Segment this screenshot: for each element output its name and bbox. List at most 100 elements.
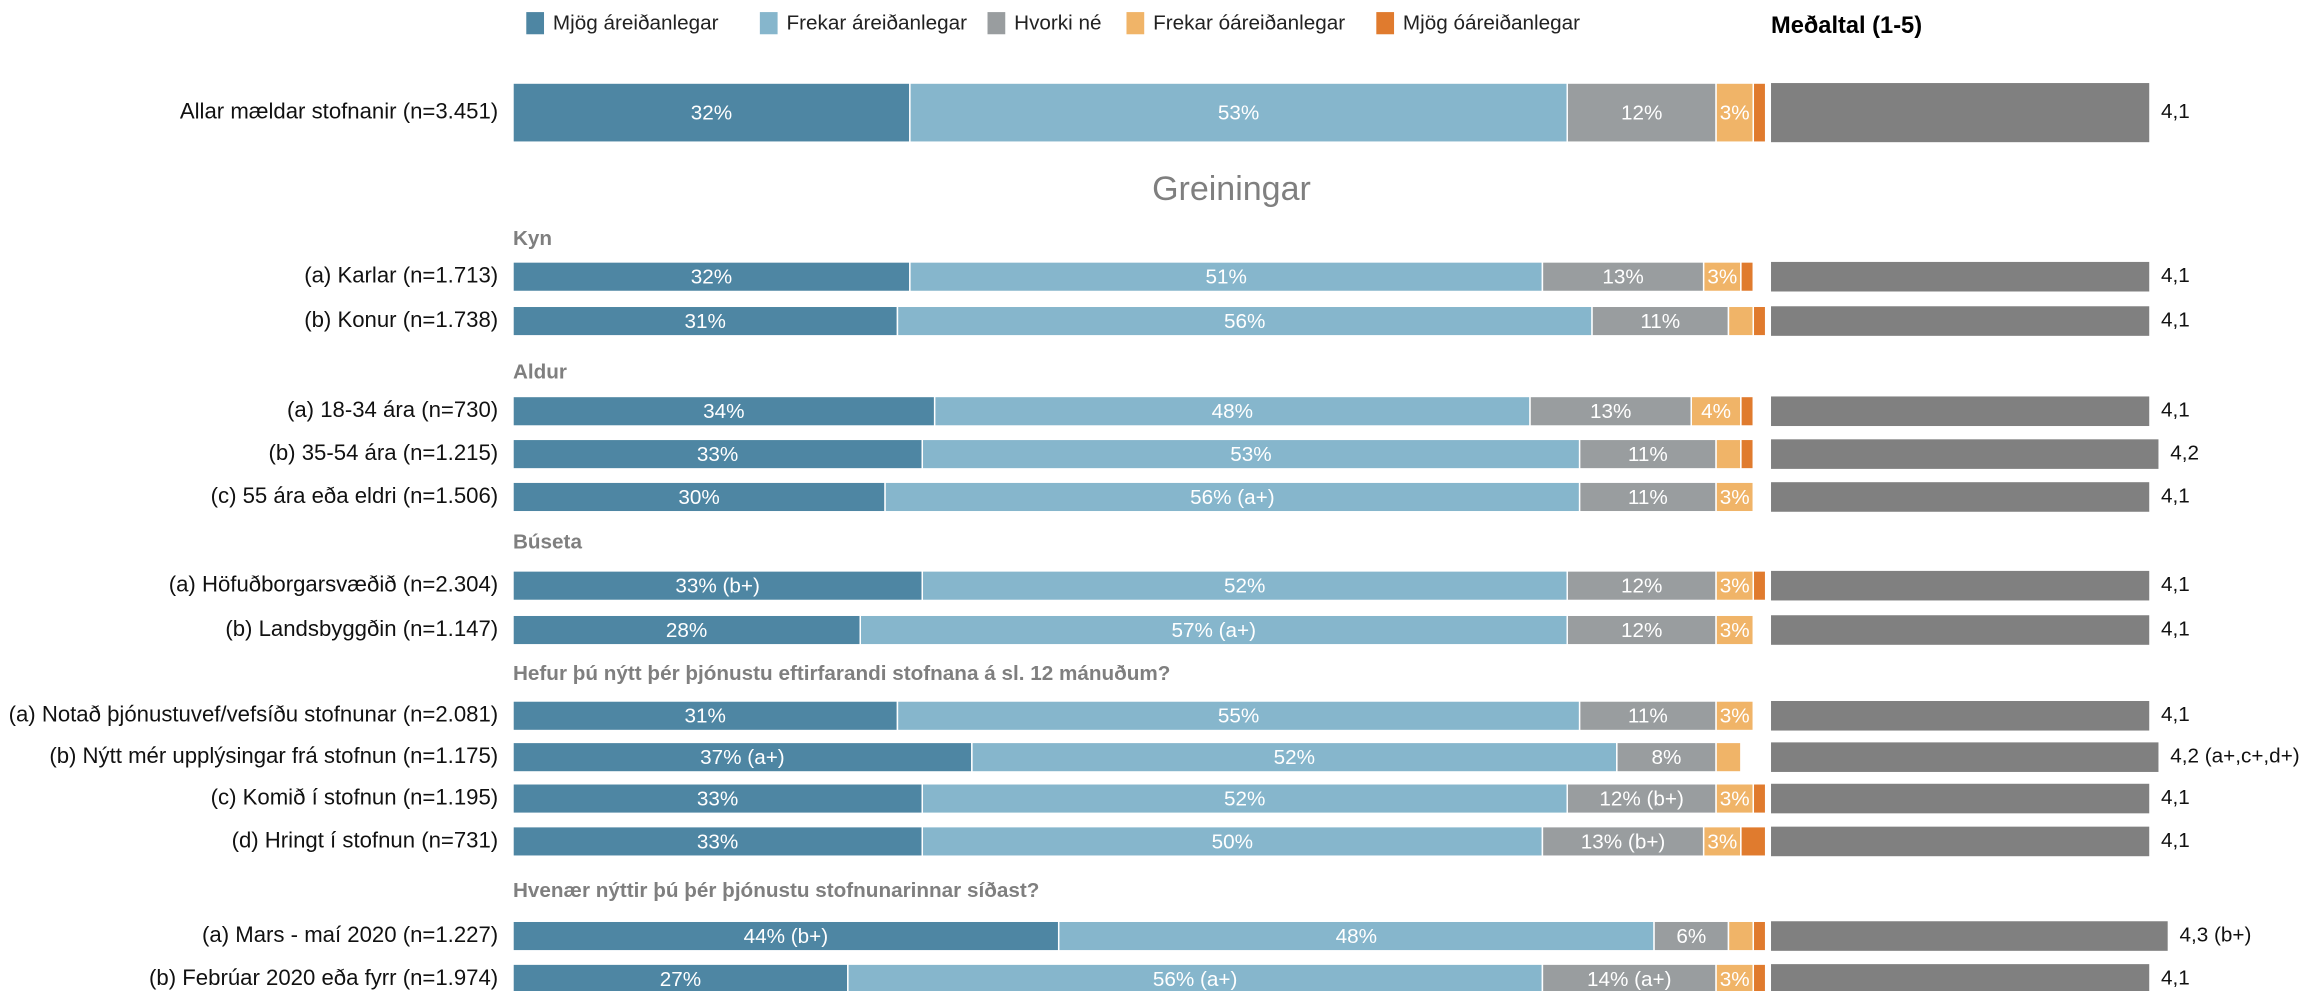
mean-bar — [1771, 921, 2168, 951]
value-label: 4% — [1701, 400, 1731, 423]
mean-label: 4,1 — [2161, 309, 2190, 332]
bar-segment — [1566, 783, 1717, 815]
category-label: (a) Karlar (n=1.713) — [304, 263, 498, 288]
mean-bar — [1771, 396, 2150, 427]
bar-segment — [1715, 783, 1755, 815]
bar-segment — [859, 614, 1568, 646]
value-label: 11% — [1628, 705, 1668, 728]
category-label: (b) 35-54 ára (n=1.215) — [268, 440, 498, 465]
bar-segment — [1715, 741, 1742, 773]
mean-title: Meðaltal (1-5) — [1771, 13, 1922, 39]
legend-label: Hvorki né — [1014, 11, 1101, 34]
mean-bar — [1771, 439, 2159, 469]
group-heading: Aldur — [513, 360, 567, 383]
category-label: (b) Febrúar 2020 eða fyrr (n=1.974) — [149, 965, 498, 990]
legend-label: Frekar áreiðanlegar — [786, 11, 967, 34]
value-label: 28% — [666, 619, 707, 642]
value-label: 37% (a+) — [700, 746, 785, 769]
bar-segment — [512, 570, 924, 602]
value-label: 33% — [697, 830, 738, 853]
value-label: 52% — [1224, 788, 1265, 811]
value-label: 50% — [1212, 830, 1253, 853]
value-label: 33% (b+) — [675, 575, 760, 598]
bar-segment — [1740, 825, 1767, 857]
mean-label: 4,1 — [2161, 829, 2190, 852]
group-heading: Búseta — [513, 530, 582, 553]
mean-label: 4,2 (a+,c+,d+) — [2170, 745, 2299, 768]
value-label: 13% (b+) — [1581, 830, 1666, 853]
mean-label: 4,1 — [2161, 100, 2190, 123]
value-label: 12% — [1621, 102, 1662, 125]
bar-segment — [512, 82, 911, 143]
bar-segment — [909, 261, 1544, 293]
bar-segment — [933, 395, 1531, 427]
value-label: 52% — [1274, 746, 1315, 769]
bar-segment — [1653, 920, 1730, 952]
category-label: (b) Konur (n=1.738) — [304, 307, 498, 332]
bar-segment — [1740, 395, 1755, 427]
value-label: 11% — [1628, 486, 1668, 509]
bar-segment — [1752, 82, 1767, 143]
bar-segment — [512, 741, 973, 773]
bar-segment — [1752, 963, 1767, 991]
value-label: 55% — [1218, 705, 1259, 728]
mean-label: 4,1 — [2161, 573, 2190, 596]
value-label: 3% — [1720, 619, 1750, 642]
mean-bar — [1771, 826, 2150, 857]
legend-label: Frekar óáreiðanlegar — [1153, 11, 1345, 34]
bar-segment — [1578, 481, 1717, 513]
category-label: (a) 18-34 ára (n=730) — [287, 397, 498, 422]
bar-segment — [512, 305, 899, 337]
value-label: 13% — [1602, 266, 1643, 289]
legend-swatch — [759, 12, 778, 35]
value-label: 3% — [1720, 788, 1750, 811]
category-label: Allar mældar stofnanir (n=3.451) — [180, 98, 498, 123]
value-label: 33% — [697, 788, 738, 811]
value-label: 52% — [1224, 575, 1265, 598]
bar-segment — [1727, 305, 1755, 337]
value-label: 51% — [1205, 266, 1246, 289]
bar-segment — [512, 920, 1060, 952]
mean-label: 4,1 — [2161, 264, 2190, 287]
bar-segment — [1752, 920, 1767, 952]
value-label: 32% — [691, 266, 732, 289]
value-label: 14% (a+) — [1587, 968, 1672, 991]
value-label: 12% (b+) — [1599, 788, 1684, 811]
bar-segment — [884, 481, 1581, 513]
bar-segment — [512, 963, 849, 991]
bar-segment — [512, 825, 924, 857]
category-label: (b) Nýtt mér upplýsingar frá stofnun (n=… — [49, 743, 498, 768]
bar-segment — [512, 438, 924, 470]
bar-segment — [1715, 438, 1742, 470]
legend-label: Mjög áreiðanlegar — [553, 11, 719, 34]
legend-swatch — [987, 12, 1006, 35]
legend-swatch — [526, 12, 545, 35]
value-label: 8% — [1652, 746, 1682, 769]
mean-label: 4,1 — [2161, 966, 2190, 989]
legend-label: Mjög óáreiðanlegar — [1403, 11, 1580, 34]
bar-segment — [1529, 395, 1693, 427]
bar-segment — [1727, 920, 1755, 952]
category-label: (a) Notað þjónustuvef/vefsíðu stofnunar … — [9, 702, 499, 727]
bar-segment — [1715, 700, 1755, 732]
value-label: 30% — [678, 486, 719, 509]
mean-bar — [1771, 742, 2159, 772]
bar-segment — [1740, 438, 1755, 470]
legend-swatch — [1126, 12, 1145, 35]
value-label: 12% — [1621, 619, 1662, 642]
value-label: 6% — [1676, 925, 1706, 948]
value-label: 13% — [1590, 400, 1631, 423]
bar-segment — [1752, 570, 1767, 602]
bar-segment — [1566, 82, 1717, 143]
bar-segment — [512, 395, 936, 427]
value-label: 48% — [1212, 400, 1253, 423]
mean-label: 4,2 — [2170, 442, 2199, 465]
value-label: 56% (a+) — [1190, 486, 1275, 509]
category-label: (d) Hringt í stofnun (n=731) — [232, 827, 499, 852]
bar-segment — [1752, 783, 1767, 815]
mean-label: 4,3 (b+) — [2180, 924, 2252, 947]
value-label: 31% — [685, 705, 726, 728]
bar-segment — [1702, 825, 1742, 857]
group-heading: Hvenær nýttir þú þér þjónustu stofnunari… — [513, 879, 1039, 902]
